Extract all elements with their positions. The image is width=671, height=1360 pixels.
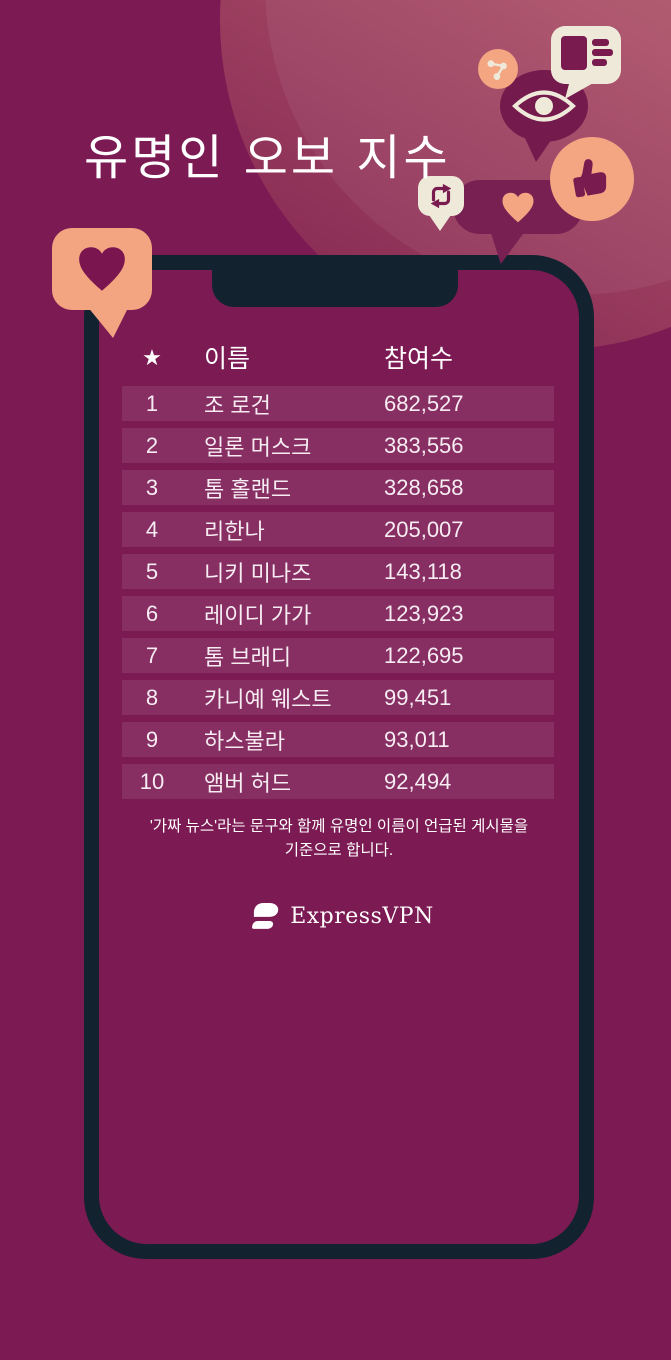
- table-row: 9 하스불라 93,011: [122, 722, 554, 757]
- column-header-name: 이름: [204, 345, 251, 373]
- rank-cell: 2: [145, 432, 159, 458]
- brand-name: ExpressVPN: [290, 903, 434, 929]
- rank-cell: 10: [139, 768, 165, 794]
- name-cell: 레이디 가가: [204, 602, 312, 628]
- brand-lockup: ExpressVPN: [99, 898, 579, 934]
- name-cell: 앰버 허드: [204, 770, 292, 796]
- ranking-table: ★ 이름 참여수 1 조 로건 682,527 2 일론 머스크 383,556…: [122, 336, 554, 806]
- expressvpn-logo-icon: [252, 902, 279, 929]
- table-row: 6 레이디 가가 123,923: [122, 596, 554, 631]
- name-cell: 톰 홀랜드: [204, 476, 292, 502]
- rank-cell: 6: [145, 600, 159, 626]
- name-cell: 일론 머스크: [204, 434, 312, 460]
- rank-cell: 4: [145, 516, 159, 542]
- rank-cell: 3: [145, 474, 159, 500]
- engagement-cell: 92,494: [384, 768, 452, 794]
- engagement-cell: 682,527: [384, 390, 464, 416]
- name-cell: 리한나: [204, 518, 265, 544]
- name-cell: 카니예 웨스트: [204, 686, 332, 712]
- engagement-cell: 383,556: [384, 432, 464, 458]
- page-title: 유명인 오보 지수: [84, 130, 451, 187]
- rank-cell: 9: [145, 726, 159, 752]
- rank-cell: 7: [145, 642, 159, 668]
- table-row: 3 톰 홀랜드 328,658: [122, 470, 554, 505]
- table-row: 7 톰 브래디 122,695: [122, 638, 554, 673]
- rank-cell: 8: [145, 684, 159, 710]
- engagement-cell: 93,011: [384, 726, 450, 752]
- rank-cell: 1: [145, 390, 159, 416]
- table-row: 10 앰버 허드 92,494: [122, 764, 554, 799]
- rank-cell: 5: [145, 558, 159, 584]
- table-header-row: ★ 이름 참여수: [122, 336, 554, 378]
- methodology-note: '가짜 뉴스'라는 문구와 함께 유명인 이름이 언급된 게시물을 기준으로 합…: [99, 815, 579, 863]
- name-cell: 조 로건: [204, 392, 271, 418]
- table-row: 4 리한나 205,007: [122, 512, 554, 547]
- table-row: 2 일론 머스크 383,556: [122, 428, 554, 463]
- methodology-note-line1: '가짜 뉴스'라는 문구와 함께 유명인 이름이 언급된 게시물을: [149, 818, 529, 835]
- engagement-cell: 328,658: [384, 474, 464, 500]
- engagement-cell: 99,451: [384, 684, 452, 710]
- name-cell: 하스불라: [204, 728, 285, 754]
- name-cell: 니키 미나즈: [204, 560, 312, 586]
- engagement-cell: 143,118: [384, 558, 462, 584]
- phone-mockup: ★ 이름 참여수 1 조 로건 682,527 2 일론 머스크 383,556…: [84, 255, 594, 1259]
- phone-screen: ★ 이름 참여수 1 조 로건 682,527 2 일론 머스크 383,556…: [99, 270, 579, 1244]
- table-row: 1 조 로건 682,527: [122, 386, 554, 421]
- engagement-cell: 123,923: [384, 600, 464, 626]
- methodology-note-line2: 기준으로 합니다.: [284, 842, 394, 859]
- table-row: 8 카니예 웨스트 99,451: [122, 680, 554, 715]
- star-icon: ★: [142, 344, 162, 370]
- name-cell: 톰 브래디: [204, 644, 292, 670]
- column-header-engagement: 참여수: [384, 345, 454, 373]
- engagement-cell: 122,695: [384, 642, 464, 668]
- table-row: 5 니키 미나즈 143,118: [122, 554, 554, 589]
- engagement-cell: 205,007: [384, 516, 464, 542]
- phone-notch: [212, 255, 458, 307]
